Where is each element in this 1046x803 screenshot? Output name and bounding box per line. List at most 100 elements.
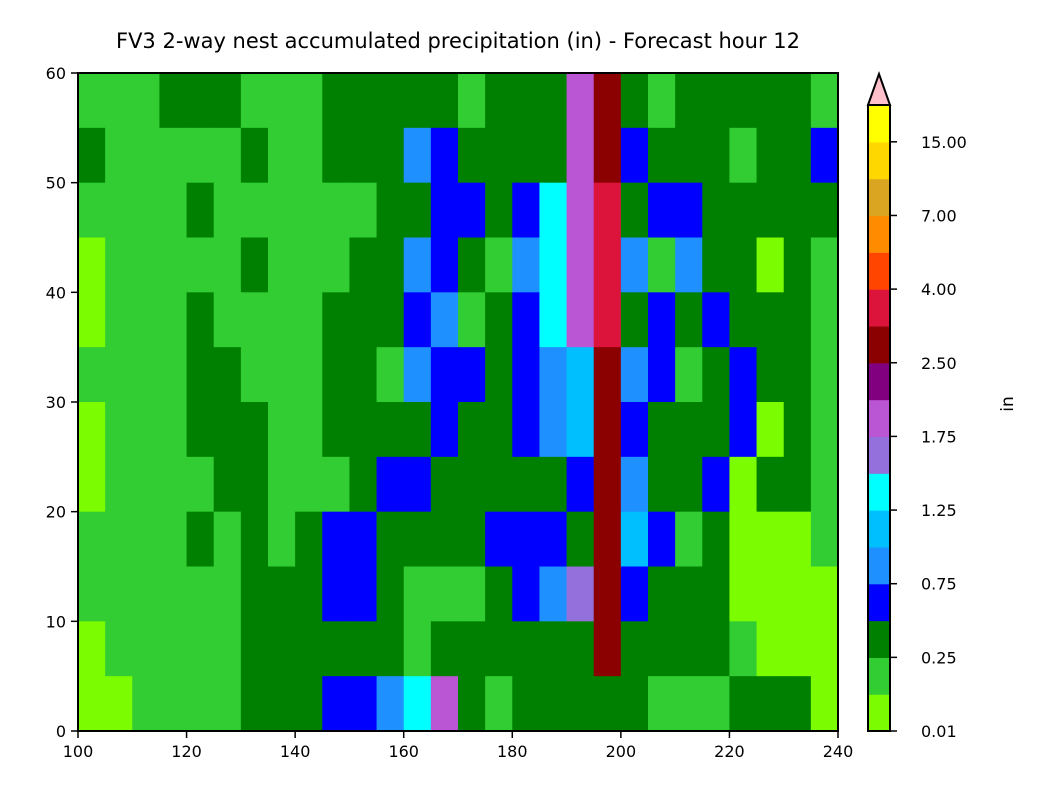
heatmap-cell xyxy=(566,73,595,129)
heatmap-cell xyxy=(566,566,595,622)
heatmap-cell xyxy=(186,73,215,129)
heatmap-cell xyxy=(186,402,215,458)
heatmap-cell xyxy=(403,237,432,293)
heatmap-cell xyxy=(485,182,513,239)
heatmap-cell xyxy=(132,292,161,348)
heatmap-cell xyxy=(810,73,839,129)
heatmap-cell xyxy=(430,456,459,513)
heatmap-cell xyxy=(240,676,269,732)
heatmap-cell xyxy=(593,676,622,732)
heatmap-cell xyxy=(485,566,513,622)
heatmap-cell xyxy=(810,292,839,348)
heatmap-cell xyxy=(729,292,758,348)
heatmap-cell xyxy=(159,347,188,403)
x-tick-label: 240 xyxy=(823,742,854,761)
heatmap-cell xyxy=(240,511,269,568)
heatmap-cell xyxy=(702,347,731,403)
heatmap-cell xyxy=(458,127,486,184)
heatmap-cell xyxy=(539,676,568,732)
heatmap-cell xyxy=(403,402,432,458)
heatmap-cell xyxy=(78,566,106,622)
heatmap-cell xyxy=(159,182,188,239)
heatmap-cell xyxy=(512,182,541,239)
y-tick-label: 30 xyxy=(46,393,66,412)
heatmap-cell xyxy=(376,73,405,129)
heatmap-cell xyxy=(539,621,568,677)
colorbar-tick-label: 4.00 xyxy=(921,280,957,299)
heatmap-cell xyxy=(78,456,106,513)
heatmap-cell xyxy=(349,237,378,293)
heatmap-cell xyxy=(403,127,432,184)
heatmap-cell xyxy=(512,347,541,403)
heatmap-cell xyxy=(213,347,242,403)
heatmap-cell xyxy=(213,73,242,129)
heatmap-cell xyxy=(213,292,242,348)
heatmap-cell xyxy=(593,182,622,239)
heatmap-cell xyxy=(132,402,161,458)
heatmap-cell xyxy=(240,292,269,348)
heatmap-cell xyxy=(268,676,296,732)
colorbar-swatch xyxy=(868,215,890,253)
heatmap-cell xyxy=(620,347,649,403)
heatmap-cell xyxy=(295,676,323,732)
heatmap-cell xyxy=(105,511,133,568)
heatmap-cell xyxy=(648,237,676,293)
chart-title: FV3 2-way nest accumulated precipitation… xyxy=(116,29,800,53)
heatmap-cell xyxy=(349,347,378,403)
heatmap-cell xyxy=(349,182,378,239)
colorbar-swatch xyxy=(868,694,890,732)
heatmap-cell xyxy=(620,566,649,622)
heatmap-cell xyxy=(648,566,676,622)
heatmap-cell xyxy=(132,182,161,239)
heatmap-cell xyxy=(783,237,812,293)
heatmap-cell xyxy=(295,511,323,568)
heatmap-cell xyxy=(620,292,649,348)
heatmap-cell xyxy=(783,621,812,677)
heatmap-cell xyxy=(403,621,432,677)
heatmap-cell xyxy=(186,621,215,677)
colorbar-label: in xyxy=(998,396,1018,412)
heatmap-cell xyxy=(132,676,161,732)
heatmap-cell xyxy=(322,73,351,129)
y-tick-label: 0 xyxy=(56,722,66,741)
heatmap-cell xyxy=(729,402,758,458)
heatmap-cell xyxy=(539,237,568,293)
heatmap-cell xyxy=(783,292,812,348)
heatmap-cell xyxy=(186,347,215,403)
heatmap-cell xyxy=(539,73,568,129)
heatmap-cell xyxy=(675,347,703,403)
heatmap-cell xyxy=(159,511,188,568)
heatmap-cell xyxy=(376,676,405,732)
heatmap-cell xyxy=(756,621,785,677)
heatmap-cell xyxy=(105,621,133,677)
heatmap-cell xyxy=(485,237,513,293)
colorbar-swatch xyxy=(868,178,890,217)
heatmap-cell xyxy=(729,566,758,622)
heatmap-cell xyxy=(295,621,323,677)
y-tick-label: 50 xyxy=(46,174,66,193)
heatmap-cell xyxy=(268,347,296,403)
heatmap-cell xyxy=(810,456,839,513)
heatmap-cell xyxy=(430,127,459,184)
heatmap-cell xyxy=(620,182,649,239)
heatmap-cell xyxy=(539,347,568,403)
heatmap-cell xyxy=(322,621,351,677)
heatmap-cell xyxy=(810,676,839,732)
heatmap-cell xyxy=(485,621,513,677)
heatmap-cell xyxy=(349,676,378,732)
heatmap-cell xyxy=(240,237,269,293)
colorbar-swatch xyxy=(868,362,890,401)
heatmap-cell xyxy=(620,73,649,129)
colorbar-swatch xyxy=(868,105,890,143)
colorbar-swatch xyxy=(868,620,890,658)
heatmap-cell xyxy=(430,182,459,239)
heatmap-cell xyxy=(458,511,486,568)
heatmap-cell xyxy=(593,347,622,403)
heatmap-cell xyxy=(783,402,812,458)
colorbar-swatch xyxy=(868,399,890,438)
heatmap-cell xyxy=(105,292,133,348)
heatmap-cell xyxy=(648,402,676,458)
heatmap-cell xyxy=(539,566,568,622)
heatmap-cell xyxy=(295,456,323,513)
